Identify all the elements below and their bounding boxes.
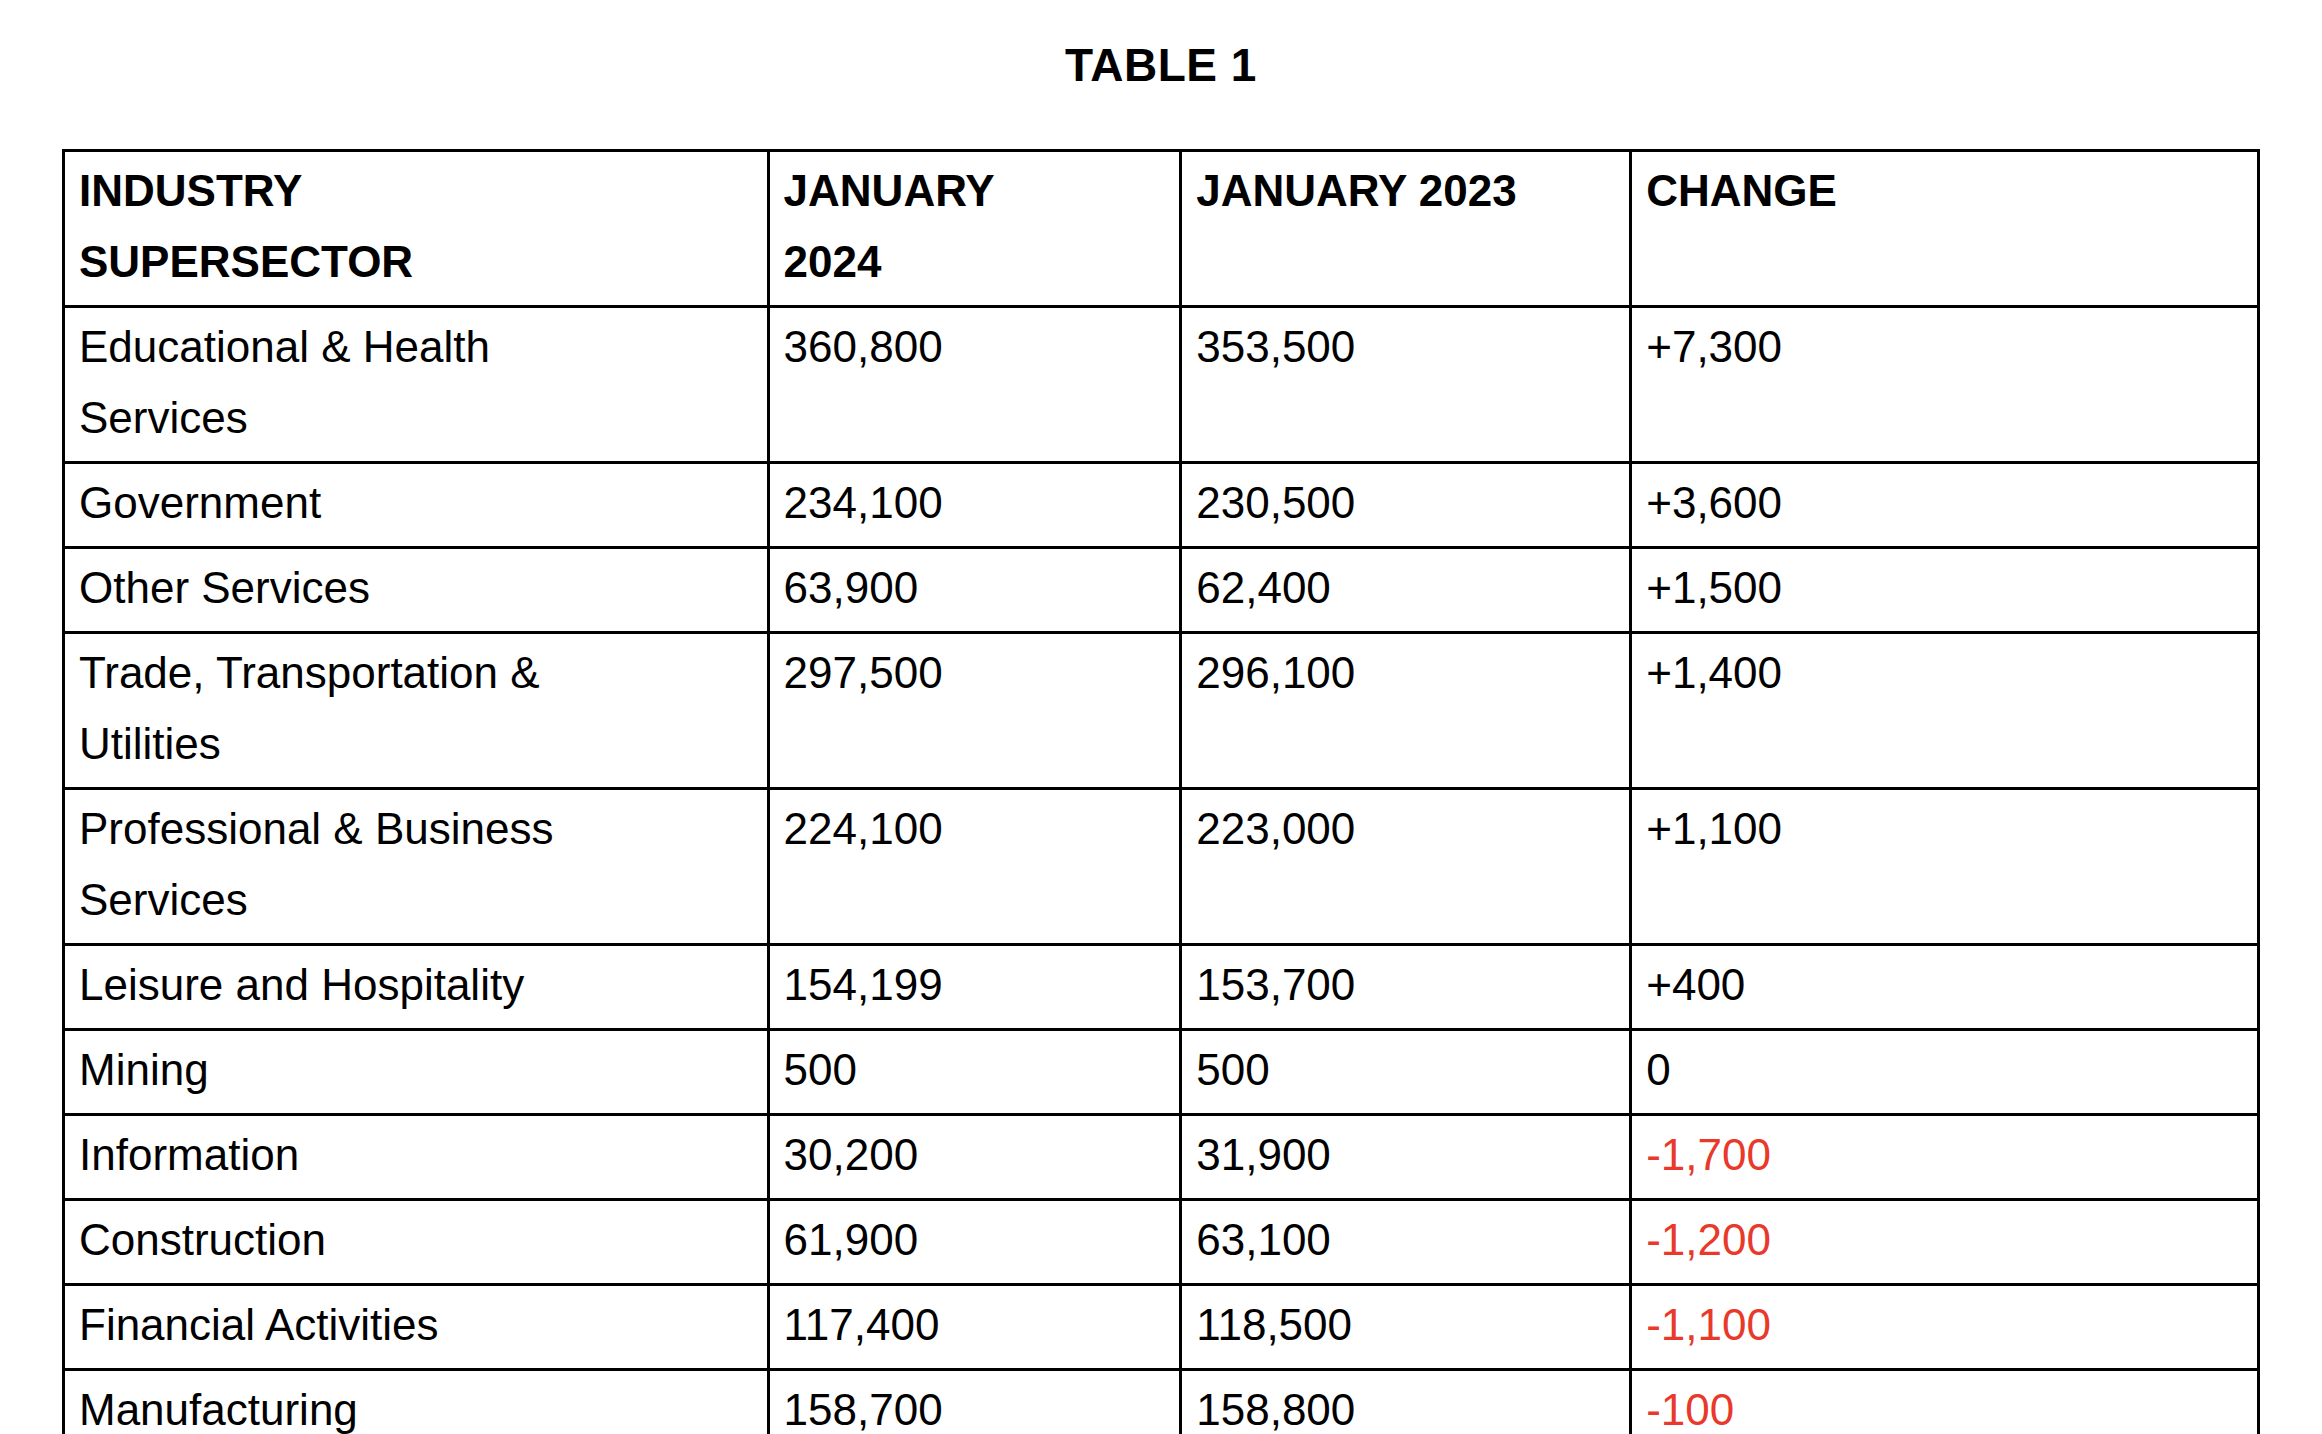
jan-2024-cell: 61,900 — [768, 1200, 1181, 1285]
industry-cell: Other Services — [64, 548, 769, 633]
industry-cell: Financial Activities — [64, 1285, 769, 1370]
table-row: Leisure and Hospitality 154,199 153,700 … — [64, 945, 2259, 1030]
industry-cell: Manufacturing — [64, 1370, 769, 1434]
jan-2023-cell: 230,500 — [1181, 463, 1631, 548]
jan-2024-cell: 234,100 — [768, 463, 1181, 548]
table-row: Information 30,200 31,900 -1,700 — [64, 1115, 2259, 1200]
jan-2023-cell: 63,100 — [1181, 1200, 1631, 1285]
table-row: Government 234,100 230,500 +3,600 — [64, 463, 2259, 548]
jan-2023-cell: 296,100 — [1181, 633, 1631, 789]
jan-2024-cell: 500 — [768, 1030, 1181, 1115]
jan-2023-cell: 62,400 — [1181, 548, 1631, 633]
industry-cell: Information — [64, 1115, 769, 1200]
jan-2023-cell: 153,700 — [1181, 945, 1631, 1030]
change-cell: -1,200 — [1631, 1200, 2259, 1285]
jan-2023-cell: 118,500 — [1181, 1285, 1631, 1370]
jan-2023-cell: 158,800 — [1181, 1370, 1631, 1434]
table-header-row: INDUSTRY SUPERSECTOR JANUARY 2024 JANUAR… — [64, 151, 2259, 307]
industry-cell: Trade, Transportation & Utilities — [64, 633, 769, 789]
change-cell: +7,300 — [1631, 307, 2259, 463]
column-header-january-2023: JANUARY 2023 — [1181, 151, 1631, 307]
jan-2024-cell: 158,700 — [768, 1370, 1181, 1434]
column-header-change: CHANGE — [1631, 151, 2259, 307]
industry-cell: Educational & Health Services — [64, 307, 769, 463]
page-title: TABLE 1 — [62, 30, 2260, 101]
jan-2024-cell: 154,199 — [768, 945, 1181, 1030]
industry-cell: Construction — [64, 1200, 769, 1285]
industry-cell: Mining — [64, 1030, 769, 1115]
table-row: Mining 500 500 0 — [64, 1030, 2259, 1115]
table-row: Trade, Transportation & Utilities 297,50… — [64, 633, 2259, 789]
table-body: Educational & Health Services 360,800 35… — [64, 307, 2259, 1434]
jan-2024-cell: 30,200 — [768, 1115, 1181, 1200]
table-row: Construction 61,900 63,100 -1,200 — [64, 1200, 2259, 1285]
jan-2023-cell: 31,900 — [1181, 1115, 1631, 1200]
table-row: Other Services 63,900 62,400 +1,500 — [64, 548, 2259, 633]
table-row: Financial Activities 117,400 118,500 -1,… — [64, 1285, 2259, 1370]
table-header: INDUSTRY SUPERSECTOR JANUARY 2024 JANUAR… — [64, 151, 2259, 307]
document-page: TABLE 1 INDUSTRY SUPERSECTOR JANUARY 202… — [0, 0, 2322, 1434]
jan-2024-cell: 360,800 — [768, 307, 1181, 463]
table-row: Manufacturing 158,700 158,800 -100 — [64, 1370, 2259, 1434]
change-cell: +1,400 — [1631, 633, 2259, 789]
industry-employment-table: INDUSTRY SUPERSECTOR JANUARY 2024 JANUAR… — [62, 149, 2260, 1434]
jan-2023-cell: 500 — [1181, 1030, 1631, 1115]
jan-2024-cell: 63,900 — [768, 548, 1181, 633]
industry-cell: Government — [64, 463, 769, 548]
change-cell: +1,500 — [1631, 548, 2259, 633]
change-cell: 0 — [1631, 1030, 2259, 1115]
change-cell: -1,700 — [1631, 1115, 2259, 1200]
column-header-industry-supersector: INDUSTRY SUPERSECTOR — [64, 151, 769, 307]
table-row: Professional & Business Services 224,100… — [64, 789, 2259, 945]
change-cell: +400 — [1631, 945, 2259, 1030]
column-header-january-2024: JANUARY 2024 — [768, 151, 1181, 307]
jan-2023-cell: 223,000 — [1181, 789, 1631, 945]
change-cell: +3,600 — [1631, 463, 2259, 548]
jan-2024-cell: 297,500 — [768, 633, 1181, 789]
industry-cell: Professional & Business Services — [64, 789, 769, 945]
change-cell: +1,100 — [1631, 789, 2259, 945]
jan-2023-cell: 353,500 — [1181, 307, 1631, 463]
table-row: Educational & Health Services 360,800 35… — [64, 307, 2259, 463]
jan-2024-cell: 117,400 — [768, 1285, 1181, 1370]
change-cell: -1,100 — [1631, 1285, 2259, 1370]
change-cell: -100 — [1631, 1370, 2259, 1434]
jan-2024-cell: 224,100 — [768, 789, 1181, 945]
industry-cell: Leisure and Hospitality — [64, 945, 769, 1030]
